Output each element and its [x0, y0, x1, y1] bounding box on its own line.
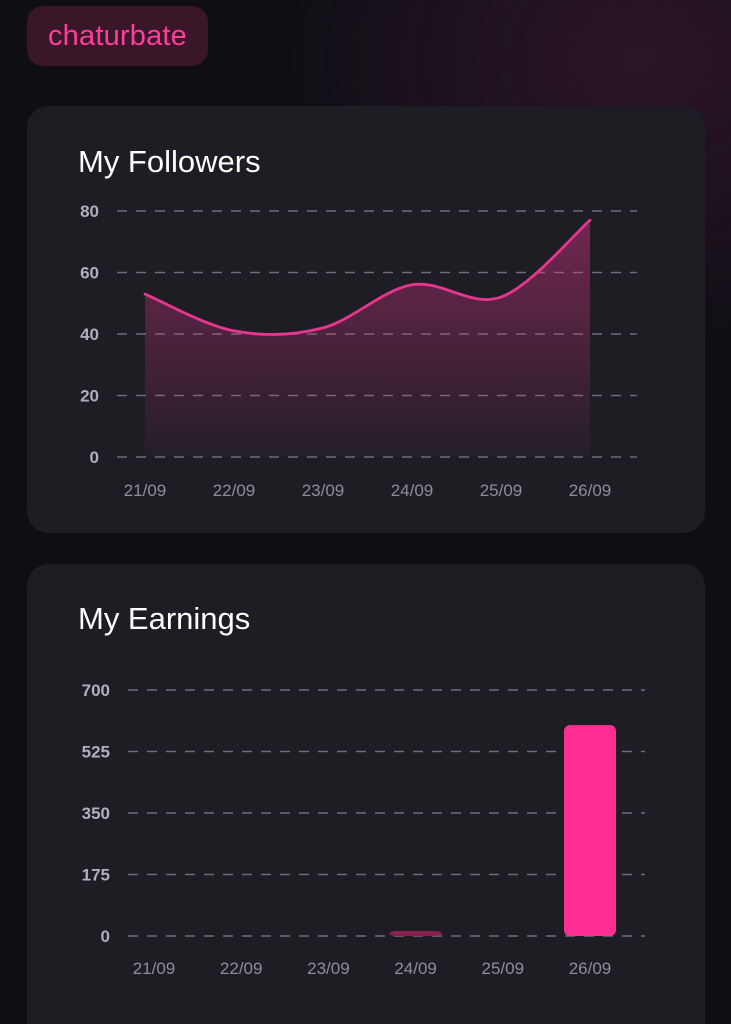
x-tick-label: 22/09: [220, 959, 263, 978]
followers-title: My Followers: [78, 144, 261, 179]
earnings-bar[interactable]: [564, 725, 616, 936]
followers-series-line: [143, 218, 592, 336]
y-tick-label: 525: [82, 743, 110, 762]
x-tick-label: 25/09: [480, 481, 523, 500]
followers-area: [145, 220, 590, 457]
data-point: [412, 284, 413, 285]
y-tick-label: 40: [80, 325, 99, 344]
y-tick-label: 350: [82, 804, 110, 823]
followers-chart: 0 20 40 60 80 21/09 22/09 23/09 24/09 25/09 26/09: [80, 202, 637, 500]
y-tick-label: 60: [80, 264, 99, 283]
data-point: [234, 330, 235, 331]
brand-logo[interactable]: chaturbate: [27, 6, 208, 66]
x-tick-label: 23/09: [302, 481, 345, 500]
x-tick-label: 23/09: [307, 959, 350, 978]
y-tick-label: 80: [80, 202, 99, 221]
y-tick-label: 0: [90, 448, 99, 467]
x-tick-label: 26/09: [569, 959, 612, 978]
y-tick-label: 175: [82, 866, 110, 885]
x-tick-label: 21/09: [124, 481, 167, 500]
followers-card: My Followers 0 20 40 60 80 21/09 22/09 23/09 24/…: [27, 106, 705, 533]
brand-label: chaturbate: [47, 19, 188, 52]
data-point: [590, 220, 591, 221]
y-tick-label: 0: [101, 927, 110, 946]
y-tick-label: 20: [80, 387, 99, 406]
x-tick-label: 22/09: [213, 481, 256, 500]
earnings-bar[interactable]: [389, 931, 442, 936]
x-tick-label: 25/09: [482, 959, 525, 978]
earnings-chart: 0 175 350 525 700 21/09 22/09 23/09 24/09 25/09 26…: [82, 681, 645, 978]
x-tick-label: 24/09: [391, 481, 434, 500]
y-tick-label: 700: [82, 681, 110, 700]
x-tick-label: 26/09: [569, 481, 612, 500]
data-point: [501, 297, 502, 298]
earnings-title: My Earnings: [78, 601, 251, 636]
data-point: [323, 327, 324, 328]
data-point: [145, 294, 146, 295]
x-tick-label: 21/09: [133, 959, 176, 978]
x-tick-label: 24/09: [394, 959, 437, 978]
earnings-card: My Earnings 0 175 350 525 700 21/09 22/09 23/09…: [27, 564, 705, 1024]
